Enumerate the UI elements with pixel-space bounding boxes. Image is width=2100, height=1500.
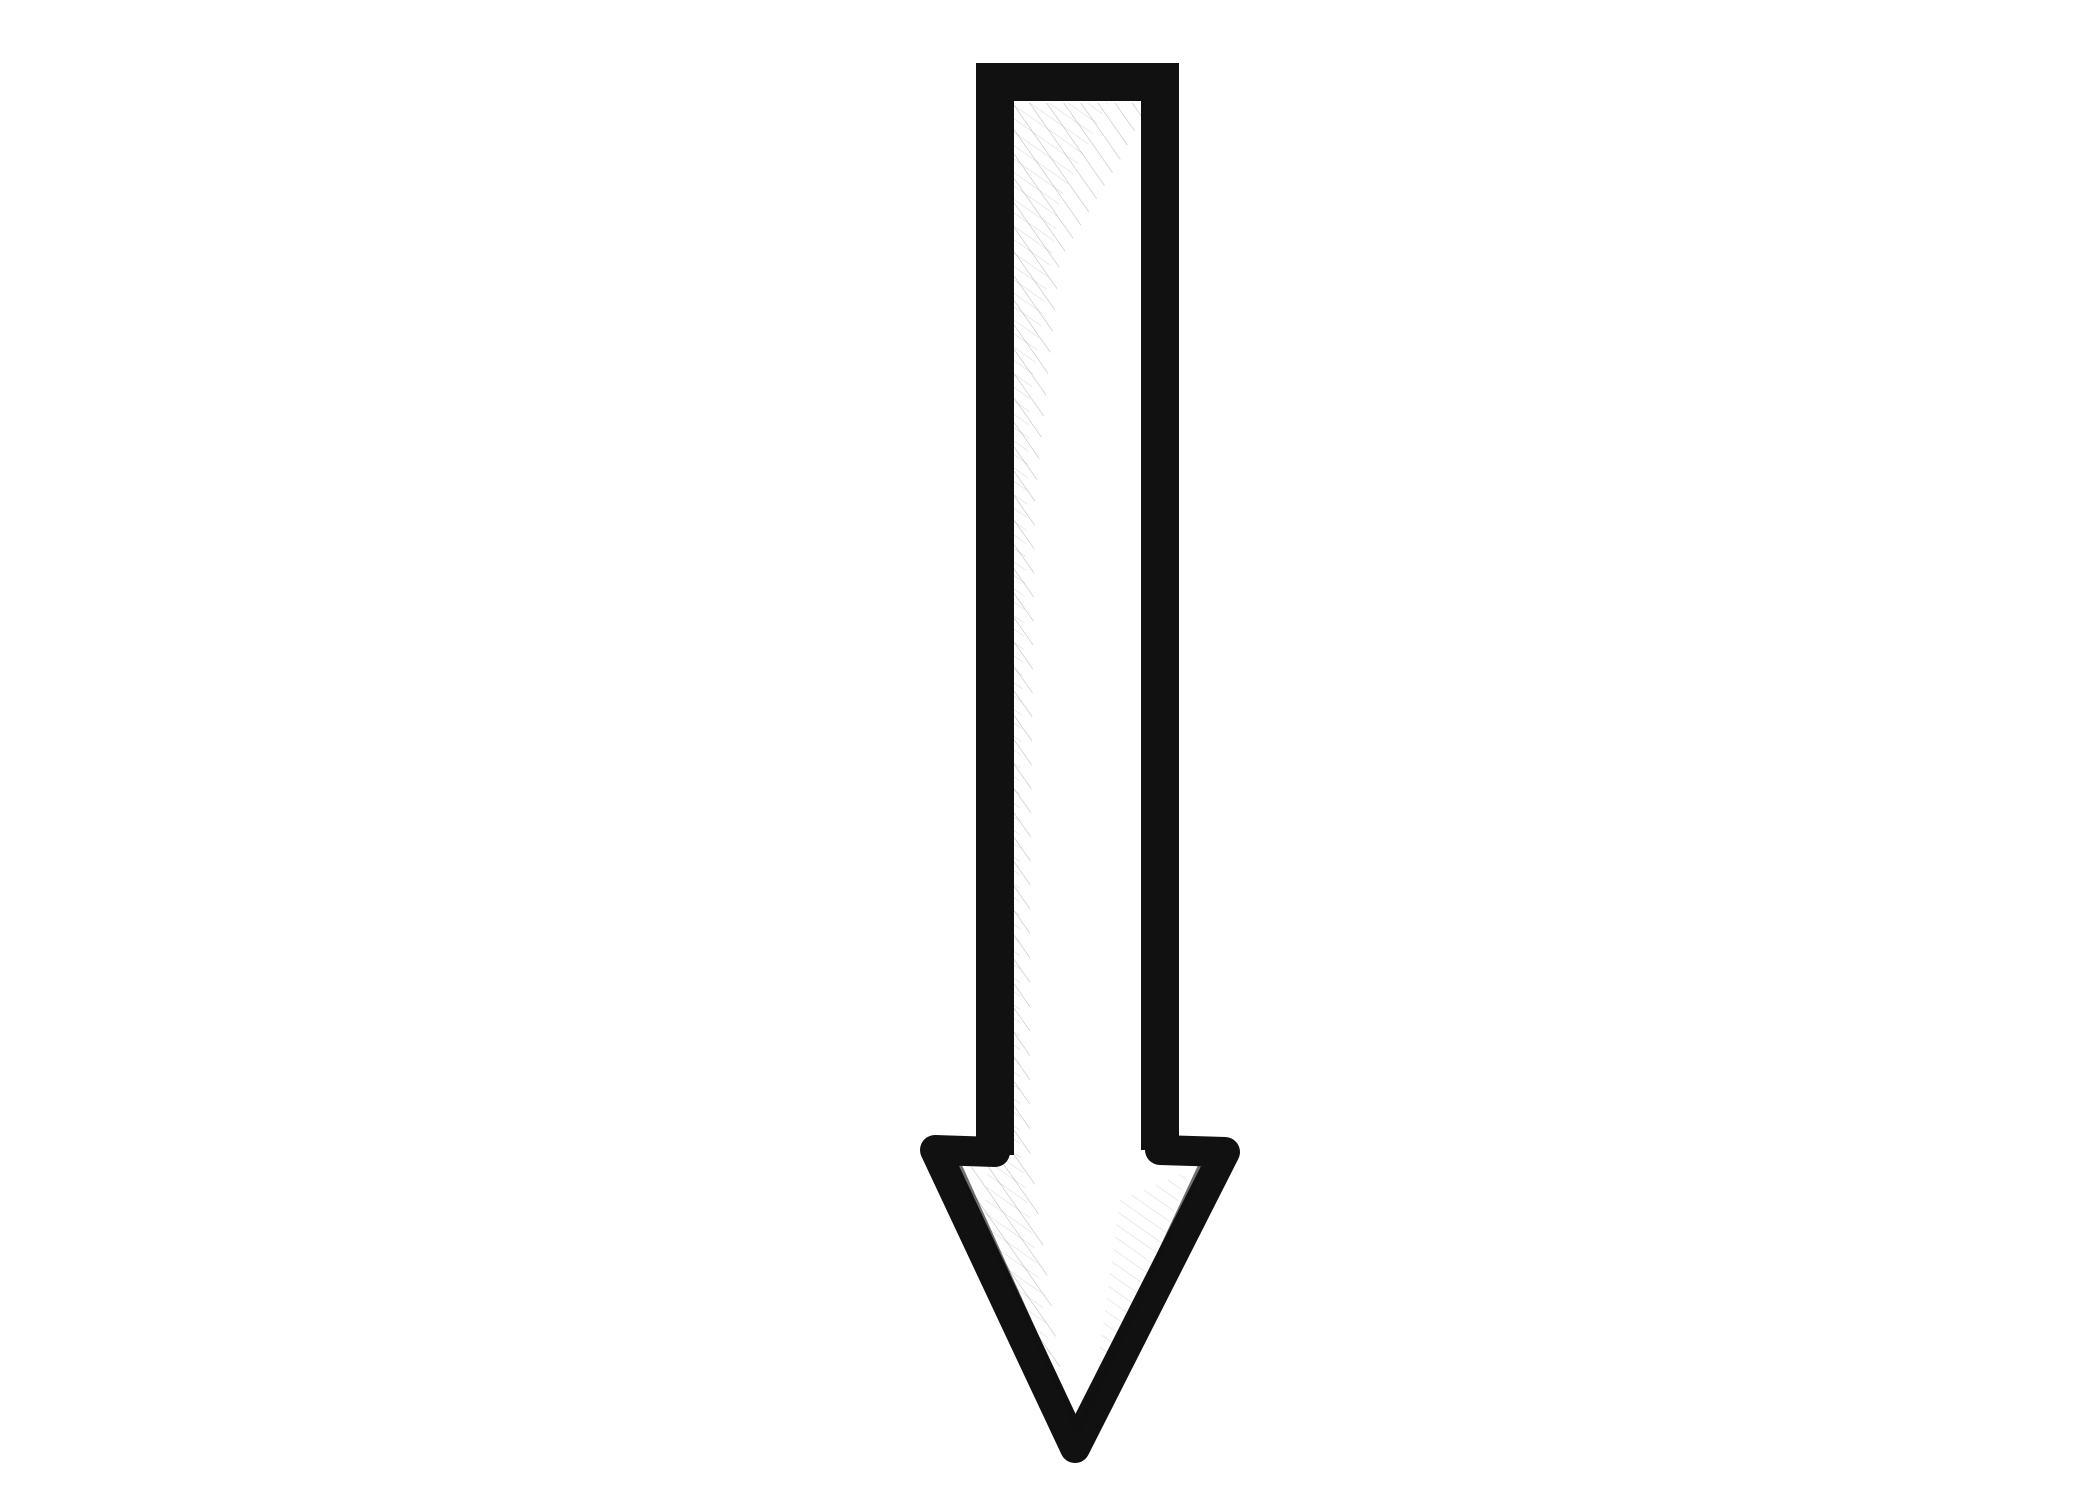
arrow-head-sketch [957,1165,1203,1438]
arrow-shaft-outline [976,63,1179,1155]
arrow-head-outline [920,1135,1240,1463]
